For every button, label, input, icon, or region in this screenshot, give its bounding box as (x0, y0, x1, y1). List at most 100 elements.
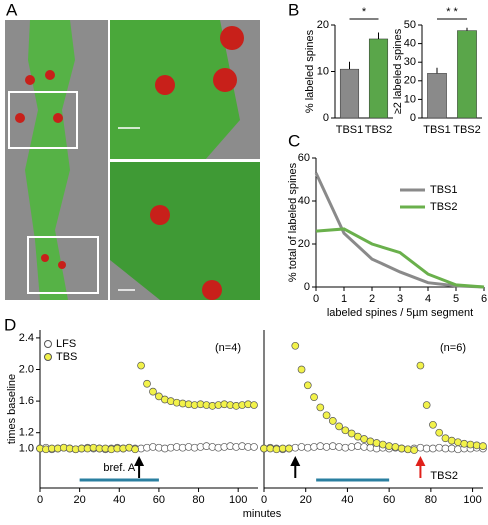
point (435, 443, 444, 452)
point (354, 442, 362, 450)
point (366, 437, 375, 446)
point (347, 443, 356, 451)
x-tick-label: 0 (37, 494, 43, 506)
x-tick-label: 80 (192, 494, 204, 506)
point (454, 445, 462, 454)
y-tick-label: 10 (317, 65, 329, 77)
point (429, 420, 437, 429)
x-tick-label: TBS2 (453, 124, 481, 136)
point (266, 444, 275, 453)
point (322, 411, 331, 420)
y-tick-label: 20 (404, 75, 416, 87)
dendrite-zoom (110, 20, 240, 160)
x-tick-label: 40 (113, 494, 125, 506)
x-tick-label: 100 (463, 494, 481, 506)
point (297, 443, 306, 451)
y-tick-label: 20 (298, 238, 310, 250)
x-tick-label: 4 (425, 293, 431, 305)
point (472, 441, 481, 450)
point (466, 440, 475, 449)
point (372, 439, 381, 447)
annotation: (n=4) (215, 342, 241, 354)
arrow-head (290, 456, 301, 466)
point (335, 443, 343, 451)
point (250, 401, 258, 409)
point (435, 428, 444, 437)
point (416, 361, 425, 370)
legend-label: TBS2 (430, 201, 458, 213)
divider (110, 159, 260, 162)
y-tick-label: 0 (304, 281, 310, 293)
legend-label: TBS (56, 351, 77, 363)
dendrite-zoom (110, 162, 260, 300)
x-tick-label: 20 (74, 494, 86, 506)
x-tick-label: 5 (453, 293, 459, 305)
x-axis-label: labeled spines / 5µm segment (327, 307, 473, 319)
annotation: (n=6) (440, 342, 466, 354)
y-axis-label: % labeled spines (304, 29, 316, 113)
point (310, 393, 318, 401)
point (335, 422, 343, 431)
y-tick-label: 30 (404, 56, 416, 68)
point (328, 442, 337, 450)
y-tick-label: 60 (298, 152, 310, 164)
legend-label: TBS1 (430, 184, 458, 196)
annotation: TBS2 (430, 470, 458, 482)
point (322, 443, 331, 451)
point (149, 387, 157, 396)
point (291, 341, 300, 350)
point (341, 443, 350, 452)
y-tick-label: 40 (298, 195, 310, 207)
y-tick-label: 20 (317, 19, 329, 31)
point (316, 403, 325, 412)
x-tick-label: 100 (229, 494, 247, 506)
arrow-head (134, 456, 145, 466)
y-tick-label: 2.0 (19, 363, 34, 375)
line (315, 227, 485, 289)
arrow-head (415, 456, 426, 466)
x-tick-label: TBS1 (336, 124, 364, 136)
point (291, 443, 300, 452)
x-tick-label: 0 (261, 494, 267, 506)
x-tick-label: 6 (481, 293, 487, 305)
legend-label: LFS (56, 338, 76, 350)
panel-label: A (6, 0, 18, 19)
point (131, 445, 139, 454)
point (143, 379, 151, 388)
point (385, 442, 393, 450)
point (137, 361, 145, 370)
significance: * * (446, 6, 458, 18)
point (328, 417, 337, 425)
point (404, 445, 412, 454)
y-tick-label: 0 (410, 112, 416, 124)
point (347, 429, 356, 438)
point (429, 444, 437, 453)
dendrite (25, 20, 75, 300)
point (379, 440, 387, 449)
point (285, 444, 293, 453)
micrograph (5, 20, 260, 300)
x-tick-label: 40 (341, 494, 353, 506)
x-tick-label: 3 (397, 293, 403, 305)
x-tick-label: 20 (300, 494, 312, 506)
x-tick-label: 60 (383, 494, 395, 506)
point (250, 443, 258, 451)
point (316, 442, 325, 450)
spines (15, 26, 244, 300)
y-tick-label: 10 (404, 93, 416, 105)
point (341, 426, 350, 435)
x-tick-label: TBS2 (365, 124, 393, 136)
point (155, 392, 163, 401)
panel-label: C (288, 131, 300, 150)
divider (108, 20, 110, 300)
point (422, 401, 431, 409)
x-tick-label: 80 (425, 494, 437, 506)
bar (368, 38, 389, 119)
bar (457, 30, 477, 119)
panel-label: D (4, 315, 16, 334)
panel-label: B (288, 0, 299, 19)
bar (427, 73, 447, 119)
point (447, 436, 456, 445)
y-axis-label: ≥2 labeled spines (392, 28, 404, 114)
y-tick-label: 2.4 (19, 332, 34, 344)
